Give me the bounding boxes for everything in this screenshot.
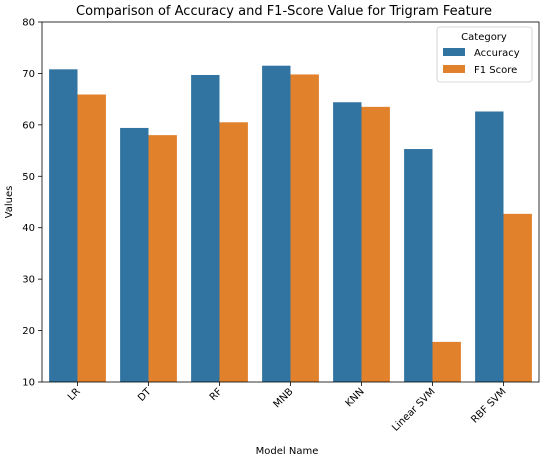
y-tick-label: 50	[22, 172, 35, 183]
legend-label-f1-score: F1 Score	[474, 65, 517, 76]
legend: Category Accuracy F1 Score	[436, 26, 533, 83]
bar-accuracy-rbf-svm	[475, 111, 504, 383]
bar-f1-score-rbf-svm	[503, 213, 532, 382]
bar-f1-score-linear-svm	[432, 341, 461, 382]
y-tick-label: 40	[22, 223, 35, 234]
bar-accuracy-linear-svm	[404, 149, 433, 382]
x-tick-label: RF	[208, 386, 225, 403]
y-tick-label: 10	[22, 378, 35, 389]
y-axis-label: Values	[4, 186, 15, 219]
bar-f1-score-knn	[361, 106, 390, 383]
bar-accuracy-knn	[333, 102, 362, 382]
plot-frame	[41, 21, 540, 383]
y-tick-label: 20	[22, 326, 35, 337]
bar-f1-score-rf	[219, 122, 248, 382]
x-axis-label: Model Name	[256, 446, 319, 457]
bar-accuracy-rf	[191, 74, 220, 382]
x-axis-ticks: LR DT RF MNB KNN Linear SVM RBF SVM	[66, 382, 509, 434]
y-tick-label: 60	[22, 120, 35, 131]
y-tick-label: 80	[22, 18, 35, 29]
chart-title: Comparison of Accuracy and F1-Score Valu…	[76, 4, 492, 19]
legend-swatch-accuracy	[443, 48, 465, 56]
y-axis-ticks: 10 20 30 40 50 60 70 80	[22, 18, 42, 389]
bar-f1-score-dt	[148, 135, 177, 382]
x-tick-label: RBF SVM	[469, 386, 508, 425]
x-tick-label: Linear SVM	[390, 386, 437, 433]
bar-accuracy-mnb	[262, 65, 291, 383]
bar-accuracy-lr	[49, 69, 78, 382]
bar-f1-score-lr	[77, 94, 106, 382]
legend-label-accuracy: Accuracy	[474, 48, 520, 59]
x-tick-label: LR	[66, 386, 83, 403]
bars-group	[49, 65, 532, 383]
legend-swatch-f1-score	[443, 65, 465, 73]
bar-f1-score-mnb	[290, 74, 319, 383]
x-tick-label: MNB	[272, 386, 296, 410]
y-tick-label: 70	[22, 69, 35, 80]
legend-items: Accuracy F1 Score	[443, 48, 520, 76]
legend-title: Category	[461, 32, 507, 43]
x-tick-label: DT	[136, 386, 154, 404]
x-tick-label: KNN	[344, 386, 367, 409]
bar-accuracy-dt	[120, 127, 149, 382]
y-tick-label: 30	[22, 275, 35, 286]
